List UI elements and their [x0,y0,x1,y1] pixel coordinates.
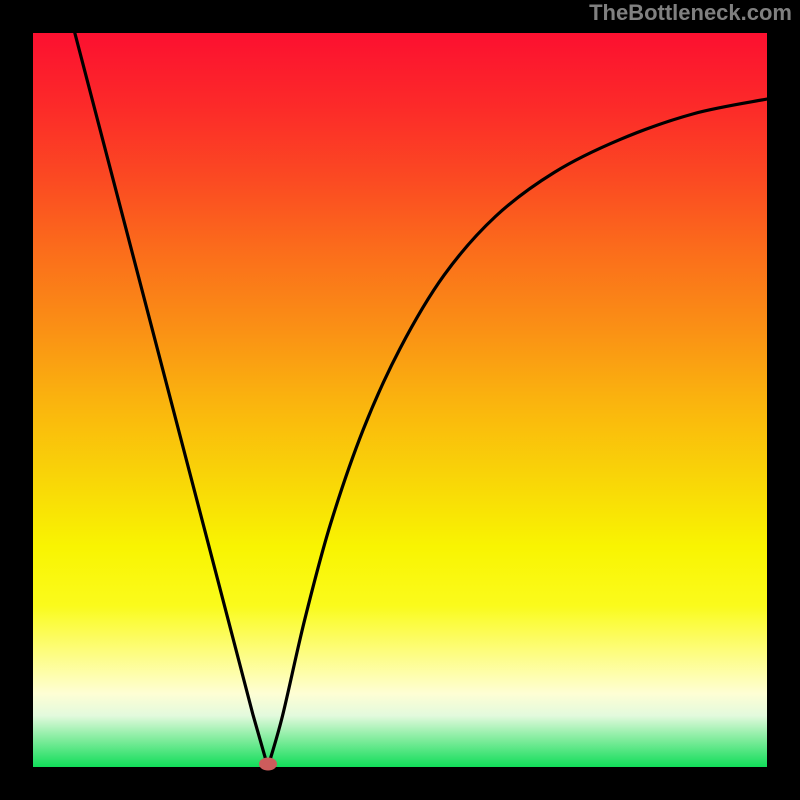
chart-container: TheBottleneck.com [0,0,800,800]
bottleneck-curve [75,33,767,767]
minimum-marker [259,758,277,771]
watermark-text: TheBottleneck.com [589,0,792,26]
curve-svg [33,33,767,767]
plot-area [33,33,767,767]
